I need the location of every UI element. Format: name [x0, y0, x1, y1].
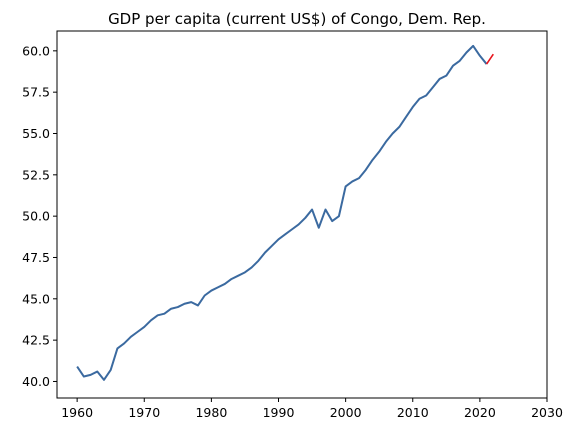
x-tick-label: 2030 [531, 405, 563, 420]
x-tick-label: 1980 [195, 405, 227, 420]
x-tick-label: 1990 [263, 405, 295, 420]
y-tick-label: 55.0 [22, 126, 50, 141]
y-tick-label: 40.0 [22, 374, 50, 389]
x-tick-label: 1970 [128, 405, 160, 420]
y-tick-label: 57.5 [22, 85, 50, 100]
x-tick-label: 1960 [61, 405, 93, 420]
y-tick-label: 60.0 [22, 43, 50, 58]
axis-layer: 1960 1970 1980 1990 2000 2010 2020 2030 40.0 42.5… [22, 43, 563, 420]
x-tick-label: 2020 [464, 405, 496, 420]
y-tick-label: 42.5 [22, 333, 50, 348]
series-line-1 [485, 53, 494, 65]
series-layer [76, 44, 494, 381]
x-tick-label: 2010 [397, 405, 429, 420]
y-tick-label: 50.0 [22, 209, 50, 224]
series-line-0 [76, 44, 488, 381]
plot-area [57, 31, 547, 398]
x-tick-label: 2000 [330, 405, 362, 420]
chart-title: GDP per capita (current US$) of Congo, D… [108, 10, 486, 28]
y-tick-label: 47.5 [22, 250, 50, 265]
y-tick-label: 45.0 [22, 291, 50, 306]
y-tick-label: 52.5 [22, 167, 50, 182]
plot-frame [56, 30, 548, 399]
